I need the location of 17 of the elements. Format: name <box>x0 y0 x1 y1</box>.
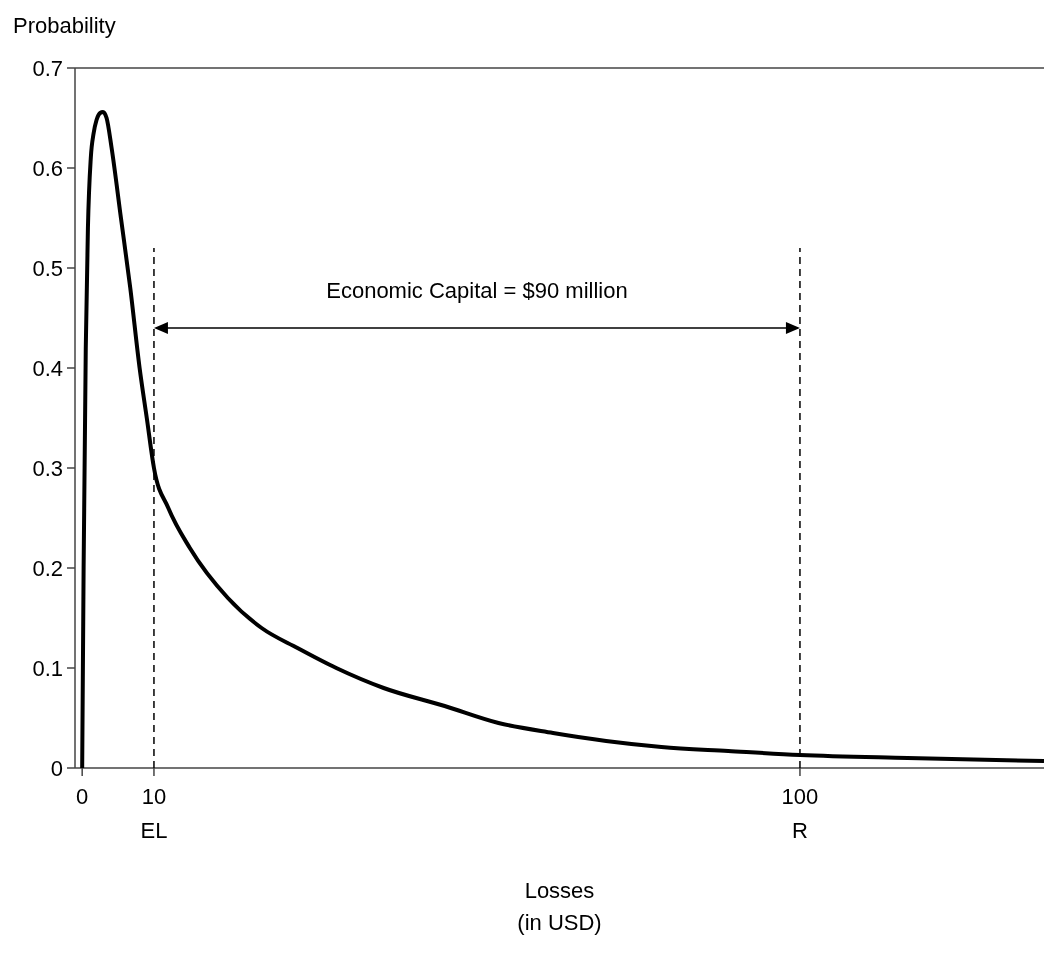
x-axis-title: Losses (in USD) <box>517 878 602 935</box>
line-series <box>80 110 1044 770</box>
y-axis-title: Probability <box>13 13 116 38</box>
y-tick-label: 0 <box>50 755 63 781</box>
x-tick-label: 100 <box>781 784 819 809</box>
y-tick-label: 0.3 <box>32 455 63 481</box>
ref-line-label: R <box>792 818 808 843</box>
annotation: Economic Capital = $90 million <box>326 278 628 303</box>
y-tick-label: 0.2 <box>32 555 63 581</box>
y-tick-label: 0.1 <box>32 655 63 681</box>
y-tick-label: 0.5 <box>32 255 63 281</box>
x-tick-label: 10 <box>141 784 167 809</box>
y-tick-label: 0.7 <box>32 55 63 81</box>
y-tick-label: 0.6 <box>32 155 63 181</box>
y-tick-label: 0.4 <box>32 355 63 381</box>
x-tick-label: 0 <box>76 784 89 809</box>
ref-line-label: EL <box>140 818 168 843</box>
